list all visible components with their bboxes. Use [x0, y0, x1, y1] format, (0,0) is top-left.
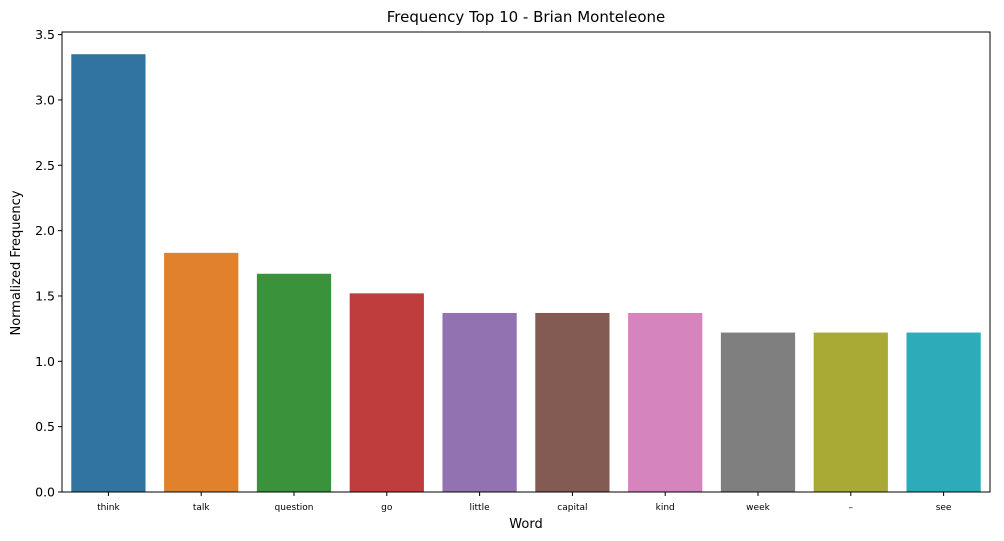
x-tick-label: question	[275, 503, 314, 513]
bar-0	[71, 54, 146, 492]
bar-8	[813, 332, 888, 492]
chart-title: Frequency Top 10 - Brian Monteleone	[387, 8, 666, 26]
bar-6	[628, 312, 703, 492]
y-tick-label: 1.0	[35, 354, 55, 369]
y-tick-label: 2.0	[35, 223, 55, 238]
y-tick-label: 2.5	[35, 158, 55, 173]
bars-group	[71, 54, 981, 492]
y-tick-label: 3.0	[35, 92, 55, 107]
x-axis-label: Word	[509, 517, 542, 532]
bar-9	[906, 332, 981, 492]
y-axis-ticks: 0.0 0.5 1.0 1.5 2.0 2.5 3.0 3.5	[35, 27, 62, 500]
y-tick-label: 3.5	[35, 27, 55, 42]
x-tick-label: week	[746, 503, 770, 513]
x-tick-label: –	[849, 503, 854, 513]
x-axis-ticks: think talk question go little capital kind week…	[97, 492, 952, 513]
y-tick-label: 0.5	[35, 419, 55, 434]
bar-5	[535, 312, 610, 492]
bar-7	[720, 332, 796, 492]
plot-frame	[61, 31, 991, 493]
x-tick-label: think	[97, 503, 120, 513]
bar-4	[442, 312, 517, 492]
x-tick-label: go	[381, 503, 393, 513]
bar-3	[349, 293, 424, 492]
x-tick-label: see	[936, 503, 952, 513]
y-tick-label: 1.5	[35, 288, 55, 303]
x-tick-label: kind	[656, 503, 675, 513]
y-tick-label: 0.0	[35, 485, 55, 500]
bar-1	[164, 252, 239, 492]
x-tick-label: talk	[193, 503, 211, 513]
y-axis-label: Normalized Frequency	[9, 190, 24, 335]
bar-2	[256, 273, 332, 492]
x-tick-label: capital	[557, 503, 587, 513]
x-tick-label: little	[470, 503, 491, 513]
